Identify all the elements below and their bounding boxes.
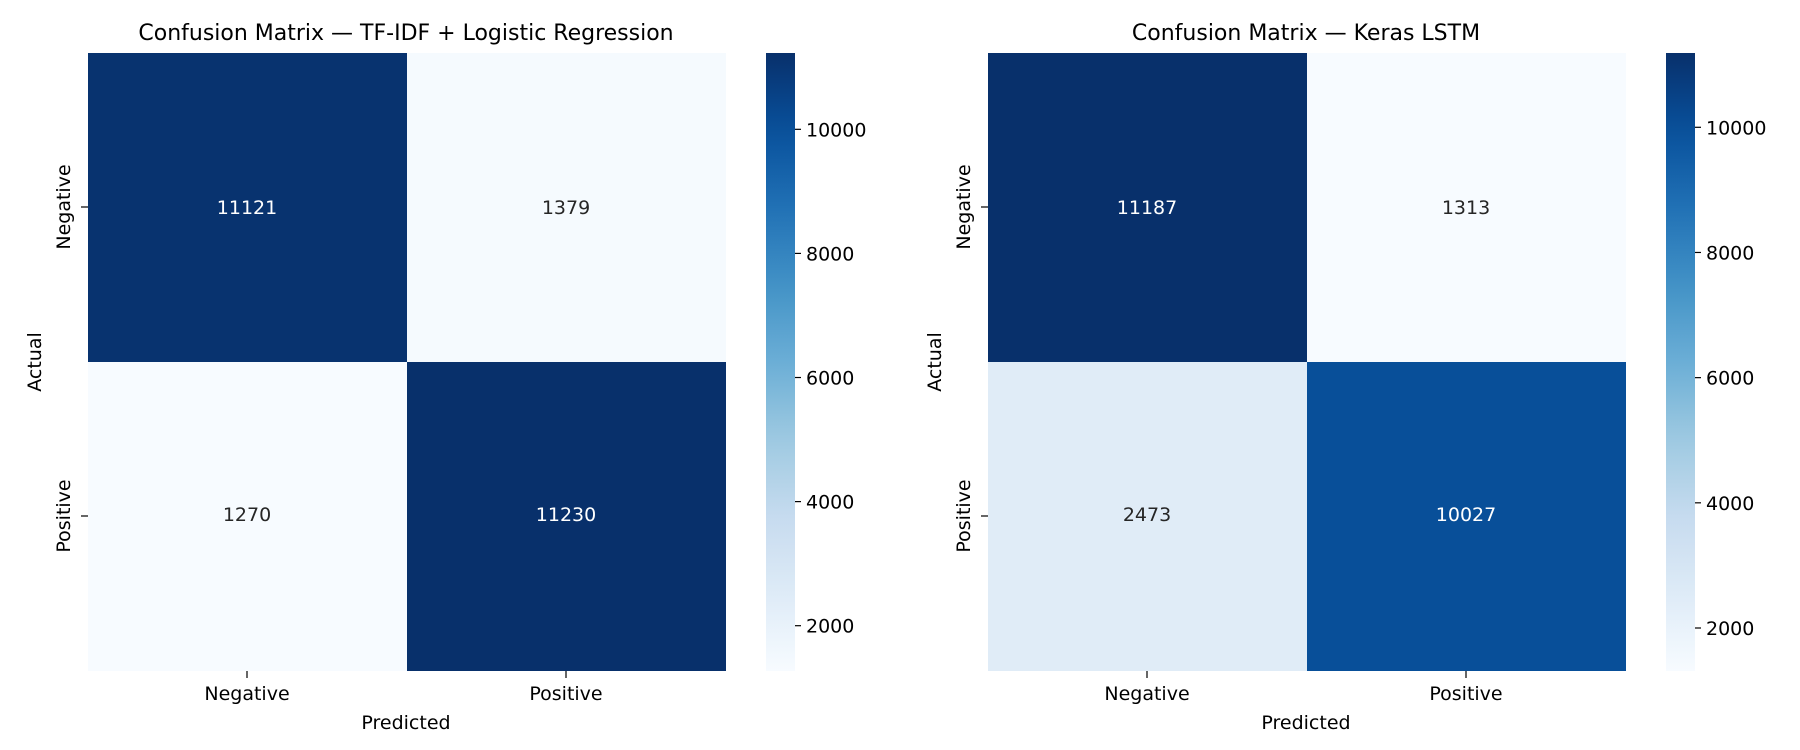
cell-value-label: 1313: [1442, 197, 1490, 219]
y-tick-label: Negative: [953, 164, 975, 249]
colorbar-tick-label: 2000: [1706, 618, 1754, 640]
colorbar-tick-label: 4000: [1706, 493, 1754, 515]
colorbar: 2000 4000 6000 8000 10000: [1666, 53, 1766, 671]
y-axis-label: Actual: [924, 332, 946, 392]
x-axis: Negative Positive Predicted: [204, 671, 603, 734]
colorbar-tick-label: 8000: [806, 243, 854, 265]
x-tick-label: Positive: [529, 683, 602, 705]
heatmap-cell: [88, 53, 407, 362]
y-axis-label: Actual: [24, 332, 46, 392]
heatmap-panel-tfidf: Confusion Matrix — TF-IDF + Logistic Reg…: [24, 21, 866, 734]
colorbar-tick-label: 2000: [806, 616, 854, 638]
y-tick-label: Positive: [53, 479, 75, 552]
y-tick-label: Positive: [953, 479, 975, 552]
colorbar-tick-label: 6000: [1706, 368, 1754, 390]
colorbar-fill: [1666, 53, 1695, 671]
heatmap-panel-lstm: Confusion Matrix — Keras LSTM 11187 1313…: [924, 21, 1766, 734]
colorbar-tick-label: 10000: [806, 119, 866, 141]
heatmap-cell: [988, 53, 1307, 362]
x-axis-label: Predicted: [361, 712, 450, 734]
x-axis: Negative Positive Predicted: [1104, 671, 1503, 734]
heatmap-cell: [1307, 53, 1626, 362]
heatmap-cells: [88, 53, 726, 671]
y-axis: Negative Positive Actual: [24, 164, 88, 553]
colorbar-fill: [766, 53, 795, 671]
x-tick-label: Positive: [1429, 683, 1502, 705]
heatmap-cell: [988, 362, 1307, 671]
colorbar: 2000 4000 6000 8000 10000: [766, 53, 866, 671]
colorbar-tick-label: 10000: [1706, 117, 1766, 139]
colorbar-tick-label: 6000: [806, 368, 854, 390]
cell-value-labels: 11121 1379 1270 11230: [217, 197, 596, 526]
chart-title: Confusion Matrix — Keras LSTM: [1132, 21, 1480, 46]
cell-value-label: 11230: [536, 504, 596, 526]
cell-value-label: 11187: [1117, 197, 1177, 219]
x-tick-label: Negative: [204, 683, 289, 705]
y-tick-label: Negative: [53, 164, 75, 249]
colorbar-tick-label: 8000: [1706, 242, 1754, 264]
heatmap-cell: [407, 362, 726, 671]
cell-value-labels: 11187 1313 2473 10027: [1117, 197, 1496, 526]
y-axis: Negative Positive Actual: [924, 164, 988, 553]
x-axis-label: Predicted: [1261, 712, 1350, 734]
heatmap-cell: [407, 53, 726, 362]
x-tick-label: Negative: [1104, 683, 1189, 705]
heatmap-cell: [88, 362, 407, 671]
colorbar-tick-label: 4000: [806, 492, 854, 514]
heatmap-cell: [1307, 362, 1626, 671]
cell-value-label: 10027: [1436, 504, 1496, 526]
cell-value-label: 1270: [223, 504, 271, 526]
heatmap-cells: [988, 53, 1626, 671]
cell-value-label: 2473: [1123, 504, 1171, 526]
cell-value-label: 1379: [542, 197, 590, 219]
cell-value-label: 11121: [217, 197, 277, 219]
chart-title: Confusion Matrix — TF-IDF + Logistic Reg…: [138, 21, 673, 46]
